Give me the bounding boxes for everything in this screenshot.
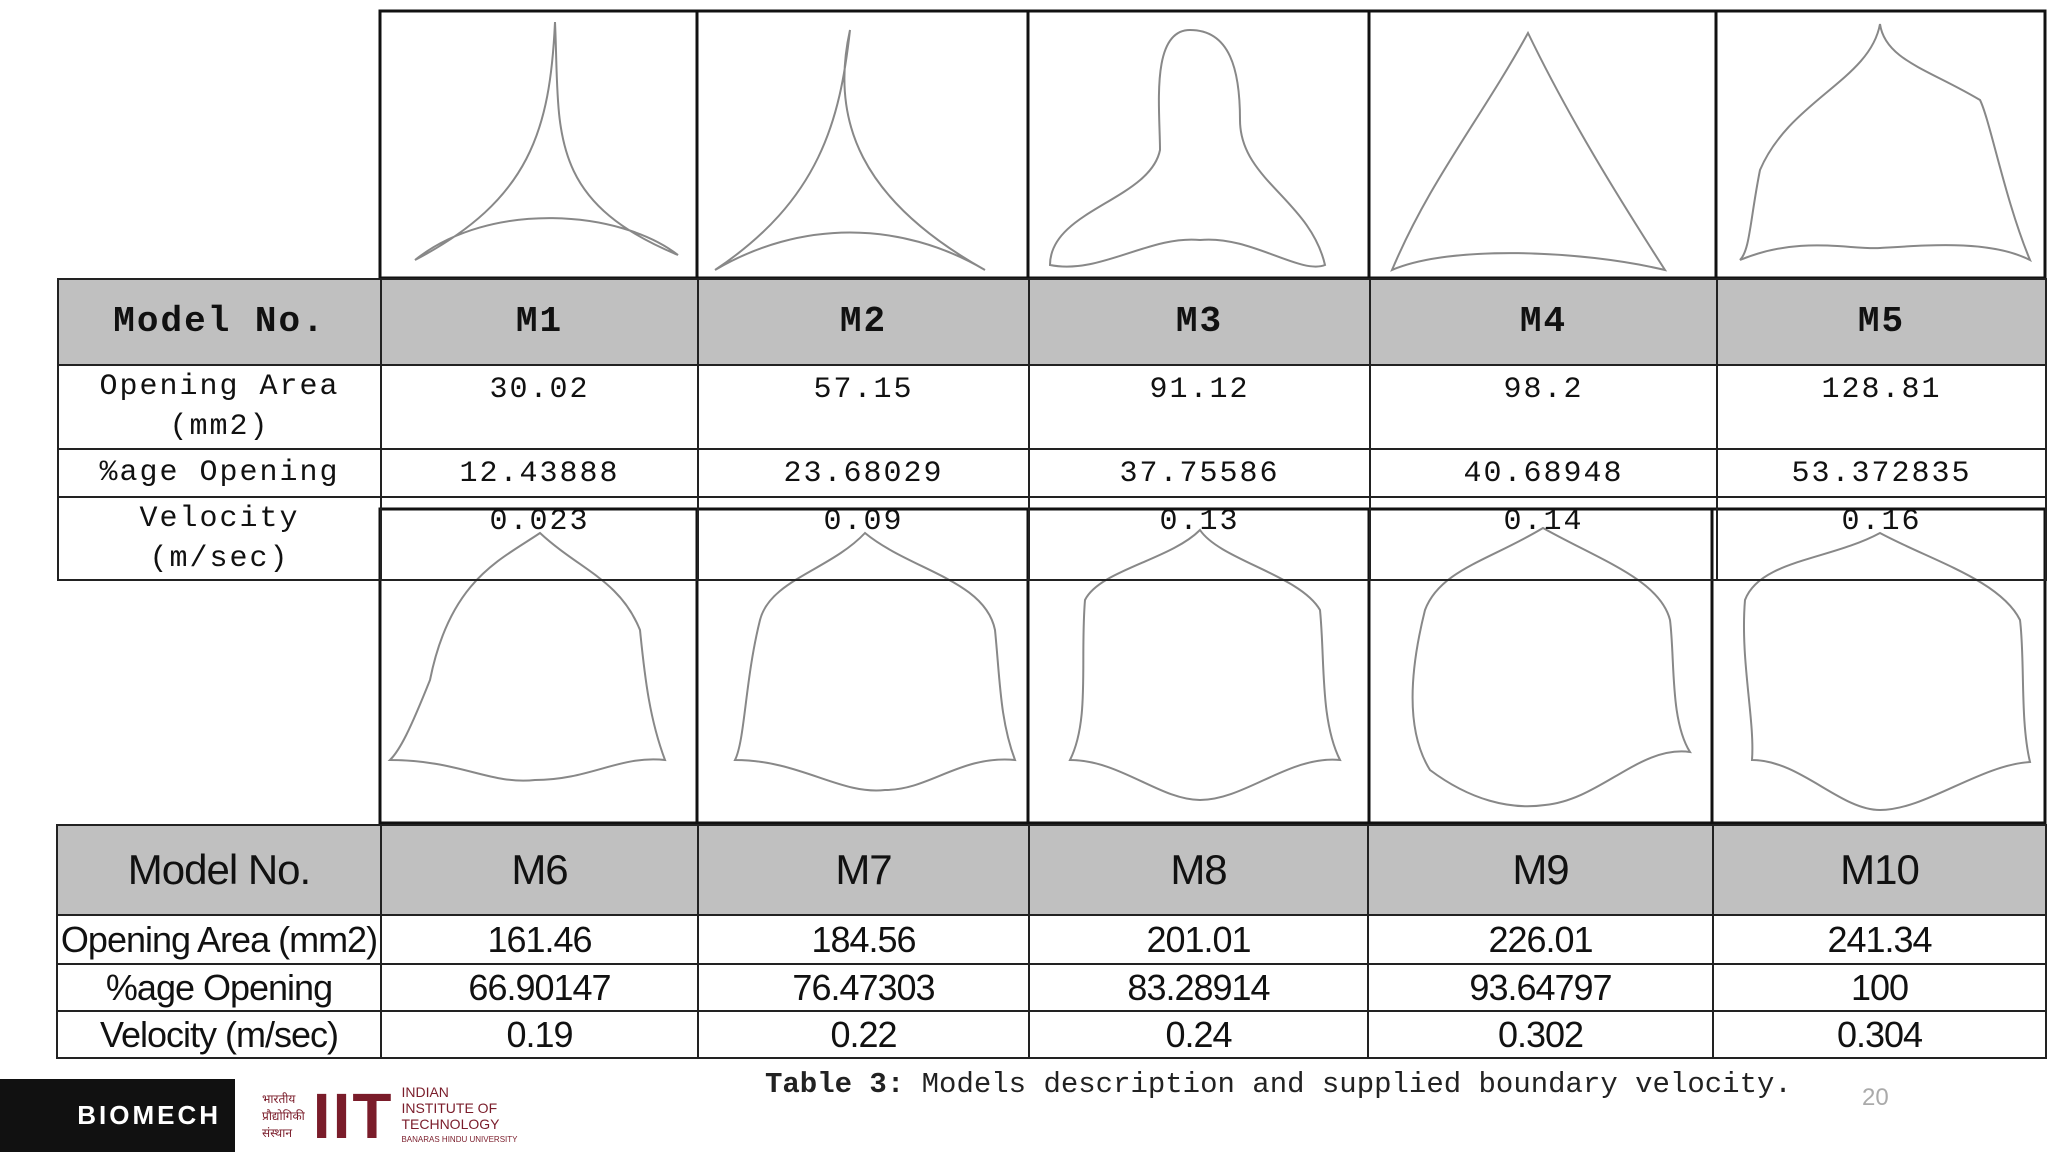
table-cell: 0.14 xyxy=(1369,496,1718,581)
table-cell: 53.372835 xyxy=(1716,448,2047,498)
table-cell: Opening Area (mm2) xyxy=(57,364,382,450)
header-cell: M7 xyxy=(697,824,1030,916)
table-cell: 0.24 xyxy=(1028,1010,1369,1059)
table-cell: 23.68029 xyxy=(697,448,1030,498)
caption: Table 3: Models description and supplied… xyxy=(765,1068,1792,1101)
iit-hindi-line: संस्थान xyxy=(262,1125,292,1140)
table-cell: Velocity (m/sec) xyxy=(56,1010,382,1059)
valve-shapes xyxy=(387,21,2032,812)
header-cell: M4 xyxy=(1369,278,1718,366)
table-cell: 12.43888 xyxy=(380,448,699,498)
iit-name-line: INDIAN xyxy=(401,1084,449,1100)
iit-name: INDIAN INSTITUTE OF TECHNOLOGY BANARAS H… xyxy=(401,1084,517,1148)
iit-sub: BANARAS HINDU UNIVERSITY xyxy=(401,1135,518,1144)
biomech-logo: BIOMECH xyxy=(0,1079,235,1152)
header-cell: Model No. xyxy=(57,278,382,366)
table-cell: 83.28914 xyxy=(1028,963,1369,1012)
iit-name-line: INSTITUTE OF xyxy=(401,1100,498,1116)
table-cell: 100 xyxy=(1712,963,2047,1012)
table-cell: 93.64797 xyxy=(1367,963,1714,1012)
iit-hindi-line: प्रौद्योगिकी xyxy=(262,1108,305,1123)
table-cell: %age Opening xyxy=(56,963,382,1012)
caption-label: Table 3: xyxy=(765,1068,905,1101)
biomech-text: BIOMECH xyxy=(77,1100,221,1130)
table-cell: Opening Area (mm2) xyxy=(56,914,382,965)
table-cell: 40.68948 xyxy=(1369,448,1718,498)
table-cell: 0.16 xyxy=(1716,496,2047,581)
table-cell: 241.34 xyxy=(1712,914,2047,965)
table-cell: 0.302 xyxy=(1367,1010,1714,1059)
table-cell: 91.12 xyxy=(1028,364,1371,450)
bottom-image-frames xyxy=(378,507,2047,825)
header-cell: M3 xyxy=(1028,278,1371,366)
table-cell: 0.09 xyxy=(697,496,1030,581)
table-cell: 30.02 xyxy=(380,364,699,450)
header-cell: Model No. xyxy=(56,824,382,916)
table-cell: %age Opening xyxy=(57,448,382,498)
table-cell: 201.01 xyxy=(1028,914,1369,965)
table-cell: 76.47303 xyxy=(697,963,1030,1012)
table-cell: 184.56 xyxy=(697,914,1030,965)
top-image-frames xyxy=(378,9,2047,280)
iit-hindi: भारतीय प्रौद्योगिकी संस्थान xyxy=(262,1091,305,1142)
header-cell: M1 xyxy=(380,278,699,366)
table-cell: 0.023 xyxy=(380,496,699,581)
table-cell: 66.90147 xyxy=(380,963,699,1012)
table-cell: 37.75586 xyxy=(1028,448,1371,498)
header-cell: M2 xyxy=(697,278,1030,366)
header-cell: M6 xyxy=(380,824,699,916)
table-cell: 0.13 xyxy=(1028,496,1371,581)
iit-logo: भारतीय प्रौद्योगिकी संस्थान IIT INDIAN I… xyxy=(262,1080,517,1152)
iit-hindi-line: भारतीय xyxy=(262,1091,296,1106)
table-cell: 161.46 xyxy=(380,914,699,965)
table-cell: 226.01 xyxy=(1367,914,1714,965)
table-cell: 0.19 xyxy=(380,1010,699,1059)
header-cell: M10 xyxy=(1712,824,2047,916)
page-number: 20 xyxy=(1862,1084,1889,1111)
header-cell: M8 xyxy=(1028,824,1369,916)
table-cell: 57.15 xyxy=(697,364,1030,450)
iit-name-line: TECHNOLOGY xyxy=(401,1116,500,1132)
table-cell: 98.2 xyxy=(1369,364,1718,450)
table-cell: Velocity (m/sec) xyxy=(57,496,382,581)
iit-mark: IIT xyxy=(312,1080,394,1152)
table-cell: 0.22 xyxy=(697,1010,1030,1059)
table-cell: 0.304 xyxy=(1712,1010,2047,1059)
header-cell: M9 xyxy=(1367,824,1714,916)
table-cell: 128.81 xyxy=(1716,364,2047,450)
header-cell: M5 xyxy=(1716,278,2047,366)
caption-text: Models description and supplied boundary… xyxy=(921,1068,1792,1101)
